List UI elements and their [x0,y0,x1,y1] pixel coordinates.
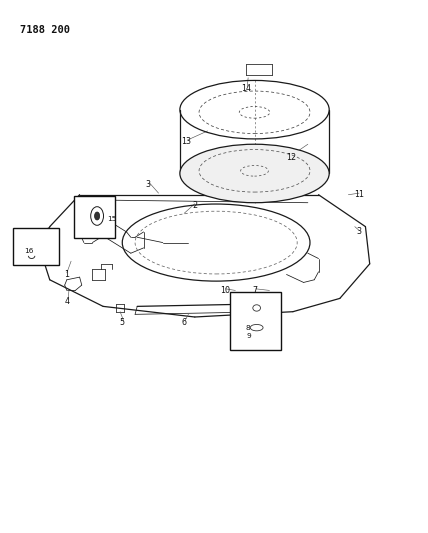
Text: 11: 11 [354,190,364,199]
Text: 14: 14 [241,84,251,93]
Ellipse shape [95,212,100,220]
Text: 3: 3 [146,180,150,189]
Text: 3: 3 [357,228,362,237]
Text: 2: 2 [192,201,197,210]
Text: 2: 2 [34,233,39,242]
FancyBboxPatch shape [230,292,281,350]
Text: 1: 1 [64,270,69,279]
Text: 7188 200: 7188 200 [20,25,70,35]
Text: 15: 15 [107,216,117,222]
FancyBboxPatch shape [74,196,115,238]
Text: 7: 7 [252,286,257,295]
Text: 8: 8 [246,325,251,332]
Text: 4: 4 [64,296,69,305]
Text: 10: 10 [220,286,230,295]
Ellipse shape [180,144,329,203]
Text: 12: 12 [286,153,296,162]
Text: 13: 13 [181,137,191,146]
Text: 6: 6 [181,318,187,327]
FancyBboxPatch shape [13,228,59,265]
Text: 5: 5 [120,318,125,327]
Text: 16: 16 [24,247,33,254]
Text: 9: 9 [247,333,251,340]
